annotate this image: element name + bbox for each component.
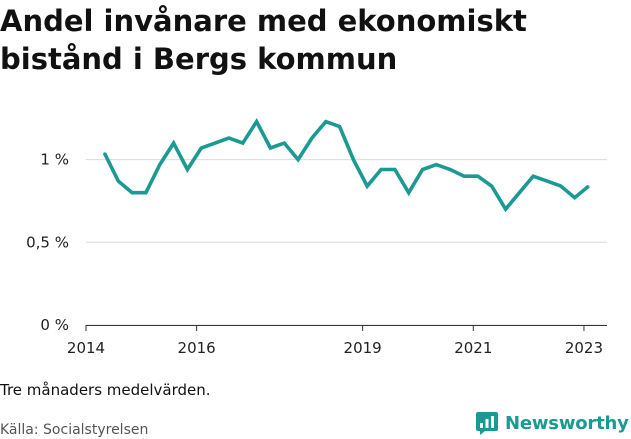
chart-title: Andel invånare med ekonomiskt bistånd i … [0,2,625,78]
bar-chart-icon [476,412,498,435]
x-tick-label: 2023 [565,339,603,357]
data-point [117,180,120,182]
data-point [186,168,189,171]
data-point [103,152,106,154]
y-tick-label: 0,5 % [26,233,69,251]
data-point [587,185,590,187]
data-point [518,191,521,194]
newsworthy-logo: Newsworthy [476,408,629,438]
data-point [297,158,299,161]
data-point [242,142,244,144]
y-tick-label: 0 % [40,316,69,334]
data-point [449,168,452,171]
data-point [573,196,576,199]
source-credit: Källa: Socialstyrelsen [0,422,149,438]
data-point [407,191,410,194]
series-line [102,118,590,213]
x-tick-label: 2014 [67,339,105,357]
data-point [546,180,548,182]
y-tick-label: 1 % [40,151,69,169]
data-point [338,125,341,128]
data-point [532,175,534,177]
data-point [172,142,175,144]
data-point [283,142,286,144]
data-point [394,168,396,171]
brand-name: Newsworthy [505,412,629,434]
data-point [352,158,355,161]
data-point [463,175,465,177]
chart-note: Tre månaders medelvärden. [0,381,211,399]
data-point [311,137,313,139]
data-point [214,142,216,144]
x-tick-label: 2019 [344,339,382,357]
data-point [504,208,507,210]
data-point [560,185,562,187]
x-tick-label: 2021 [454,339,492,357]
data-point [131,191,133,194]
data-point [435,163,438,166]
data-point [325,120,327,123]
data-point [269,147,272,149]
data-point [490,185,493,187]
x-tick-label: 2016 [178,339,216,357]
data-point [159,163,161,166]
data-point [380,168,382,171]
chart-title-line-1: Andel invånare med ekonomiskt [0,4,527,38]
data-point [366,185,369,187]
data-point [421,168,424,171]
x-axis [85,325,607,331]
tick-labels: 0 % 0,5 % 1 % 2014 2016 2019 2021 2023 [26,151,603,357]
data-point [200,147,203,149]
data-point [145,191,147,194]
data-point [255,120,258,123]
data-point [477,175,479,177]
chart-title-line-2: bistånd i Bergs kommun [0,42,398,76]
grid-layer [86,159,607,326]
line-chart: 0 % 0,5 % 1 % 2014 2016 2019 2021 2023 [26,118,607,357]
data-point [228,137,230,139]
series-layer [102,118,590,213]
